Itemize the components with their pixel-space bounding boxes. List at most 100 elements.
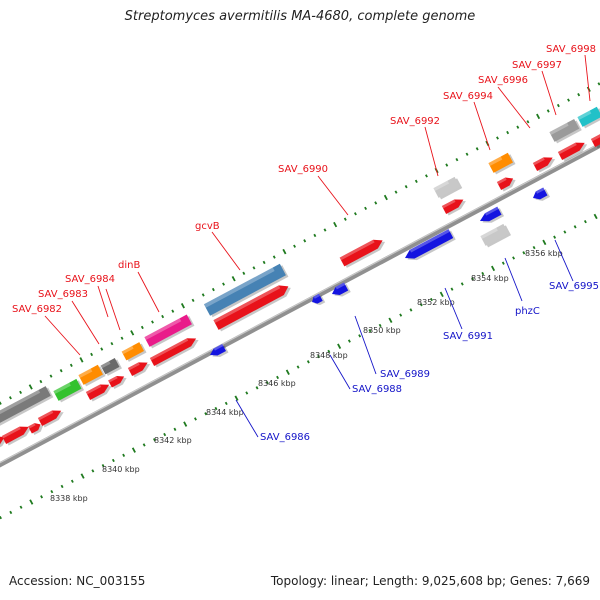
tick-mark: [546, 109, 550, 113]
gene-feature[interactable]: [203, 263, 289, 318]
leader-line: [317, 175, 349, 216]
gene-features: [0, 106, 600, 456]
scale-label: 8346 kbp: [258, 379, 296, 388]
gene-label-dinb[interactable]: dinB: [118, 260, 140, 271]
gene-feature[interactable]: [531, 187, 550, 204]
gene-feature[interactable]: [441, 195, 468, 216]
tick-mark: [317, 354, 321, 359]
tick-mark: [201, 293, 205, 297]
gene-feature[interactable]: [0, 432, 9, 456]
leader-line: [444, 287, 463, 330]
tick-mark: [222, 282, 225, 286]
tick-mark: [161, 314, 165, 319]
forward-gene-labels: SAV_6982 SAV_6983 SAV_6984 dinB gcvB SAV…: [12, 44, 596, 315]
gene-label-sav-6984[interactable]: SAV_6984: [65, 274, 115, 285]
tick-mark: [394, 190, 398, 194]
tick-mark: [553, 235, 557, 239]
gene-label-sav-6986[interactable]: SAV_6986: [260, 432, 310, 443]
gene-label-sav-6990[interactable]: SAV_6990: [278, 164, 328, 175]
kbp-scale-labels: 8338 kbp 8340 kbp 8342 kbp 8344 kbp 8346…: [50, 249, 563, 503]
gene-feature[interactable]: [339, 235, 388, 268]
gene-label-sav-6991[interactable]: SAV_6991: [443, 331, 493, 342]
tick-mark: [231, 275, 236, 282]
gene-label-sav-6994[interactable]: SAV_6994: [443, 91, 493, 102]
tick-mark: [0, 515, 2, 520]
gene-label-sav-6996[interactable]: SAV_6996: [478, 75, 528, 86]
tick-mark: [100, 347, 104, 351]
tick-mark: [91, 469, 95, 473]
gene-feature[interactable]: [149, 334, 201, 368]
reverse-gene-labels: SAV_6986 SAV_6988 SAV_6989 SAV_6991 phzC…: [260, 281, 599, 443]
gene-label-sav-6983[interactable]: SAV_6983: [38, 289, 88, 300]
gene-label-sav-6989[interactable]: SAV_6989: [380, 369, 430, 380]
tick-mark: [475, 147, 479, 151]
gene-feature[interactable]: [549, 118, 582, 144]
gene-feature[interactable]: [1, 422, 33, 446]
tick-mark: [163, 432, 167, 437]
gene-feature[interactable]: [100, 357, 122, 376]
scale-label: 8348 kbp: [310, 351, 348, 360]
gene-label-sav-6988[interactable]: SAV_6988: [352, 384, 402, 395]
scale-label: 8338 kbp: [50, 494, 88, 503]
gene-feature[interactable]: [53, 378, 85, 403]
gene-feature[interactable]: [0, 385, 54, 429]
tick-mark: [276, 375, 280, 380]
tick-mark: [191, 298, 195, 303]
accession-label: Accession: NC_003155: [9, 574, 146, 588]
leader-line: [44, 315, 81, 356]
gene-feature[interactable]: [403, 228, 456, 264]
gene-feature[interactable]: [121, 341, 147, 362]
gene-feature[interactable]: [127, 358, 152, 378]
gene-feature[interactable]: [78, 364, 106, 387]
gene-label-leaders: [44, 54, 591, 438]
tick-mark: [69, 363, 73, 367]
gene-feature[interactable]: [85, 380, 114, 402]
gene-label-gcvb[interactable]: gcvB: [195, 221, 220, 232]
gene-feature[interactable]: [488, 152, 516, 175]
gene-feature[interactable]: [478, 206, 505, 227]
genome-title: Streptomyces avermitilis MA-4680, comple…: [124, 9, 476, 24]
gene-feature[interactable]: [330, 282, 351, 300]
kbp-tick-marks: [0, 82, 600, 520]
tick-mark: [183, 421, 188, 427]
gene-feature[interactable]: [28, 420, 45, 436]
gene-feature[interactable]: [213, 281, 293, 332]
gene-label-sav-6992[interactable]: SAV_6992: [390, 116, 440, 127]
gene-label-sav-6998[interactable]: SAV_6998: [546, 44, 596, 55]
leader-line: [473, 101, 491, 151]
gene-feature[interactable]: [557, 138, 589, 162]
tick-mark: [347, 339, 351, 343]
gene-label-sav-6997[interactable]: SAV_6997: [512, 60, 562, 71]
gene-feature[interactable]: [590, 130, 600, 149]
gene-label-phzc[interactable]: phzC: [515, 306, 540, 317]
tick-mark: [265, 380, 269, 385]
tick-mark: [399, 313, 403, 317]
leader-line: [235, 399, 259, 438]
gene-feature[interactable]: [208, 343, 229, 360]
gene-feature[interactable]: [310, 293, 326, 308]
gene-feature[interactable]: [480, 223, 512, 248]
gene-label-sav-6982[interactable]: SAV_6982: [12, 304, 62, 315]
leader-line: [211, 231, 241, 271]
gene-feature[interactable]: [577, 106, 600, 129]
gene-feature[interactable]: [433, 176, 463, 200]
tick-mark: [9, 510, 13, 515]
gene-feature[interactable]: [108, 372, 128, 390]
tick-mark: [0, 401, 2, 405]
tick-mark: [303, 239, 307, 243]
tick-mark: [282, 248, 287, 255]
tick-mark: [378, 323, 382, 328]
tick-mark: [368, 329, 372, 333]
tick-mark: [516, 125, 520, 129]
gene-label-sav-6995[interactable]: SAV_6995: [549, 281, 599, 292]
scale-label: 8350 kbp: [363, 326, 401, 335]
scale-label: 8344 kbp: [206, 408, 244, 417]
tick-mark: [573, 225, 577, 229]
gene-feature[interactable]: [37, 406, 66, 428]
gene-feature[interactable]: [532, 153, 557, 173]
tick-mark: [28, 384, 33, 390]
leader-line: [504, 257, 523, 302]
gene-feature[interactable]: [496, 174, 518, 192]
gene-feature[interactable]: [144, 314, 195, 349]
